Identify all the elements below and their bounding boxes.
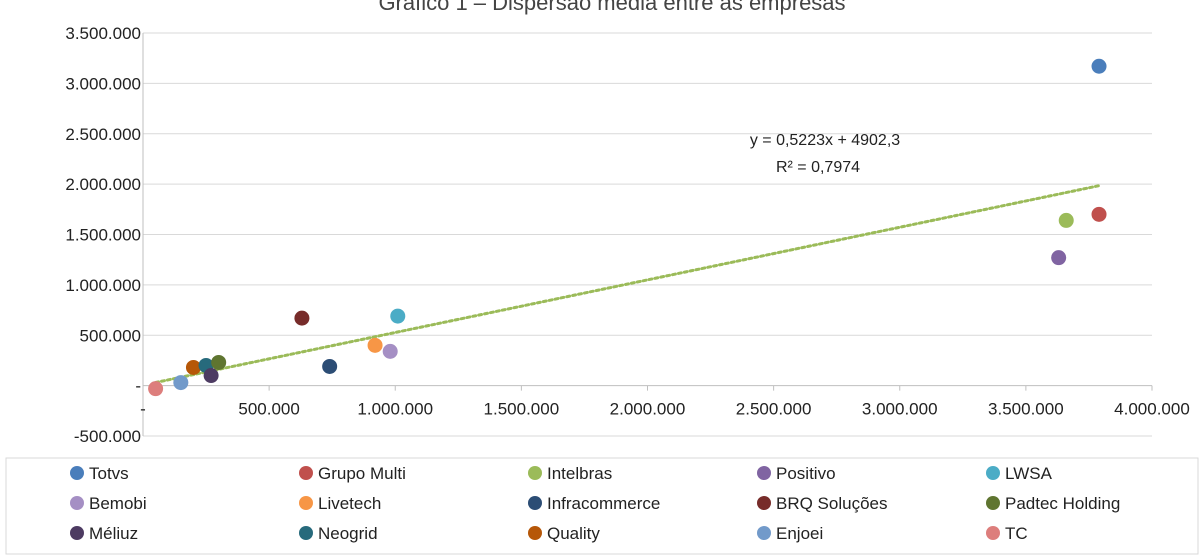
- legend-label: BRQ Soluções: [776, 494, 888, 513]
- point: [148, 381, 164, 397]
- legend-label: Totvs: [89, 464, 129, 483]
- y-tick-label: 2.000.000: [65, 175, 141, 194]
- trendline: [154, 184, 1101, 384]
- axes: [142, 33, 1153, 436]
- legend-label: Quality: [547, 524, 600, 543]
- legend-label: Enjoei: [776, 524, 823, 543]
- legend-marker: [528, 466, 542, 480]
- legend-label: TC: [1005, 524, 1028, 543]
- y-tick-label: 2.500.000: [65, 125, 141, 144]
- y-tick-label: 1.000.000: [65, 276, 141, 295]
- legend-label: Infracommerce: [547, 494, 660, 513]
- legend-label: Méliuz: [89, 524, 138, 543]
- y-tick-label: 3.500.000: [65, 24, 141, 43]
- point: [203, 368, 219, 384]
- legend-label: Padtec Holding: [1005, 494, 1120, 513]
- legend-label: Neogrid: [318, 524, 378, 543]
- point: [1051, 250, 1067, 266]
- y-tick-label: 1.500.000: [65, 226, 141, 245]
- legend: Totvs Grupo Multi Intelbras Positivo LWSA Bem…: [70, 464, 1120, 543]
- point: [1058, 212, 1074, 228]
- point: [173, 375, 189, 391]
- legend-label: Bemobi: [89, 494, 147, 513]
- legend-marker: [70, 466, 84, 480]
- legend-label: Grupo Multi: [318, 464, 406, 483]
- y-tick-label: 3.000.000: [65, 74, 141, 93]
- x-tick-label: 3.500.000: [988, 400, 1064, 419]
- legend-marker: [528, 526, 542, 540]
- point: [185, 359, 201, 375]
- point: [294, 310, 310, 326]
- legend-box: [5, 457, 1199, 555]
- legend-label: LWSA: [1005, 464, 1053, 483]
- scatter-points: [148, 58, 1107, 397]
- legend-marker: [986, 526, 1000, 540]
- legend-marker: [70, 526, 84, 540]
- legend-marker: [757, 526, 771, 540]
- y-tick-label: -: [135, 377, 141, 396]
- x-tick-label: 3.000.000: [862, 400, 938, 419]
- legend-marker: [986, 466, 1000, 480]
- chart-title: Gráfico 1 – Dispersão média entre as emp…: [378, 0, 845, 15]
- trendline-equation: y = 0,5223x + 4902,3: [750, 132, 900, 149]
- legend-marker: [299, 496, 313, 510]
- trendline-r2: R² = 0,7974: [776, 159, 860, 176]
- legend-marker: [299, 466, 313, 480]
- x-axis-ticks: - 500.000 1.000.000 1.500.000 2.000.000 2.500…: [140, 400, 1190, 419]
- legend-label: Intelbras: [547, 464, 612, 483]
- x-tick-label: 2.500.000: [736, 400, 812, 419]
- point: [322, 358, 338, 374]
- point: [211, 354, 227, 370]
- point: [390, 308, 406, 324]
- x-tick-label: -: [140, 400, 146, 419]
- x-tick-label: 1.000.000: [357, 400, 433, 419]
- x-tick-label: 4.000.000: [1114, 400, 1190, 419]
- x-tick-label: 1.500.000: [484, 400, 560, 419]
- point: [1091, 58, 1107, 74]
- y-axis-ticks: -500.000-500.0001.000.0001.500.0002.000.…: [65, 24, 141, 446]
- trendline-group: y = 0,5223x + 4902,3 R² = 0,7974: [154, 132, 1101, 384]
- y-tick-label: -500.000: [74, 427, 141, 446]
- legend-marker: [986, 496, 1000, 510]
- x-tick-label: 2.000.000: [610, 400, 686, 419]
- legend-marker: [70, 496, 84, 510]
- legend-marker: [757, 496, 771, 510]
- legend-marker: [299, 526, 313, 540]
- x-tick-label: 500.000: [238, 400, 299, 419]
- legend-marker: [528, 496, 542, 510]
- legend-label: Positivo: [776, 464, 836, 483]
- legend-marker: [757, 466, 771, 480]
- legend-label: Livetech: [318, 494, 381, 513]
- y-tick-label: 500.000: [80, 326, 141, 345]
- point: [367, 337, 383, 353]
- point: [1091, 206, 1107, 222]
- point: [382, 343, 398, 359]
- gridlines: [143, 32, 1152, 437]
